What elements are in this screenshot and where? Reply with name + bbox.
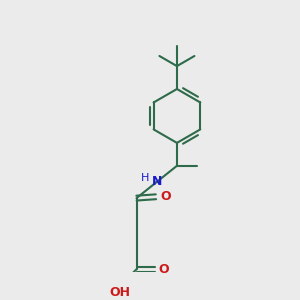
Text: H: H [141,173,150,183]
Text: N: N [152,176,162,188]
Text: OH: OH [109,286,130,299]
Text: O: O [160,190,171,203]
Text: O: O [159,263,169,276]
